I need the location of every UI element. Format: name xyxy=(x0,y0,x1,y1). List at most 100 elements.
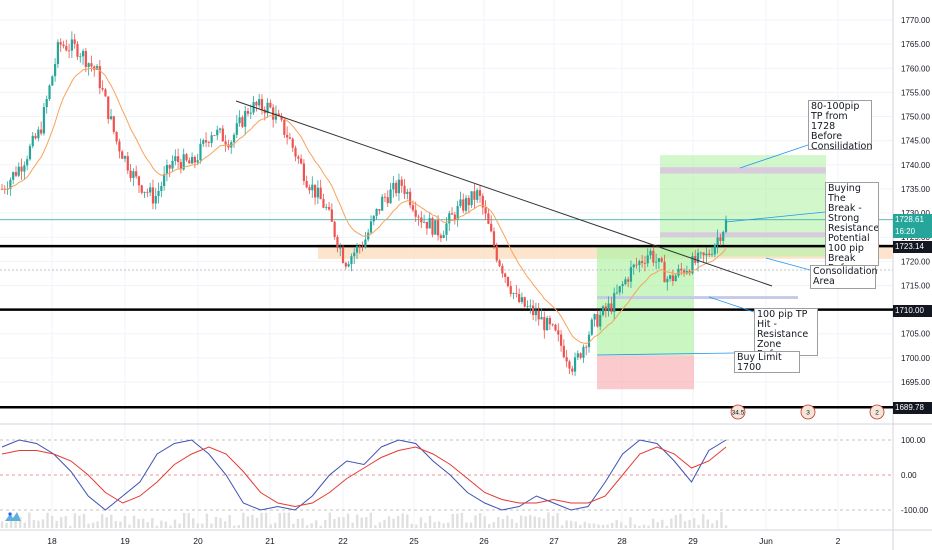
note-buying-break[interactable]: Buying The Break - Strong Resistance. Po… xyxy=(825,182,879,266)
candle-body xyxy=(288,137,292,139)
candle-body xyxy=(540,317,543,320)
volume-bar xyxy=(715,520,719,528)
candle-body xyxy=(224,141,227,145)
candle-body xyxy=(140,185,143,193)
zone-purple-upper xyxy=(660,167,826,174)
volume-bar xyxy=(78,515,81,528)
candle-body xyxy=(716,237,719,246)
volume-bar xyxy=(702,514,705,528)
candle-body xyxy=(358,246,361,248)
volume-bar xyxy=(529,515,532,528)
candle-body xyxy=(506,276,510,287)
candle-body xyxy=(409,191,412,206)
zone-lavender-line xyxy=(597,296,798,299)
candle-body xyxy=(350,256,353,265)
candle-body xyxy=(710,254,714,256)
candle-body xyxy=(613,293,616,312)
candle-body xyxy=(666,278,669,283)
volume-bar xyxy=(242,512,245,528)
volume-bar xyxy=(223,521,227,528)
volume-bar xyxy=(37,520,40,528)
candle-body xyxy=(464,198,468,211)
time-tick-label: 26 xyxy=(479,536,489,546)
candle-body xyxy=(643,262,647,264)
candle-body xyxy=(353,252,356,257)
candle-body xyxy=(238,117,241,124)
volume-bar xyxy=(661,519,664,528)
volume-bar xyxy=(538,517,541,528)
volume-bar xyxy=(469,522,473,528)
volume-bar xyxy=(146,522,149,528)
candle-body xyxy=(450,213,454,215)
candle-body xyxy=(28,146,32,160)
trendline xyxy=(235,100,773,287)
candle-body xyxy=(325,207,328,208)
candle-body xyxy=(269,102,272,108)
candle-body xyxy=(160,185,163,191)
volume-bar xyxy=(278,512,281,528)
price-tick-label: 1740.00 xyxy=(901,161,930,170)
candle-body xyxy=(624,279,627,285)
volume-bar xyxy=(706,519,709,528)
volume-bar xyxy=(123,515,127,528)
volume-bar xyxy=(488,524,491,528)
candle-body xyxy=(294,147,297,157)
candle-body xyxy=(554,324,557,331)
note-consolidation[interactable]: Consolidation Area xyxy=(810,265,878,289)
tradingview-logo-icon xyxy=(5,512,21,521)
candle-body xyxy=(339,247,342,249)
volume-bar xyxy=(0,521,4,528)
volume-bar xyxy=(169,525,172,528)
volume-bar xyxy=(305,525,309,528)
time-tick-label: Jun xyxy=(759,536,773,546)
candle-body xyxy=(615,292,619,294)
volume-bar xyxy=(396,516,400,528)
time-tick-label: 27 xyxy=(549,536,559,546)
candle-body xyxy=(9,179,12,189)
volume-bar xyxy=(665,525,669,528)
candle-body xyxy=(291,138,294,148)
volume-bar xyxy=(533,516,536,528)
candle-body xyxy=(448,213,451,224)
volume-bar xyxy=(547,512,550,528)
candle-body xyxy=(17,166,20,176)
candle-body xyxy=(478,190,482,196)
volume-bar xyxy=(19,516,22,528)
candle-body xyxy=(680,268,683,271)
candle-body xyxy=(638,261,641,266)
volume-bar xyxy=(274,522,277,528)
descending-trendline xyxy=(235,100,773,287)
candle-body xyxy=(677,268,680,276)
note-tp-100-hit[interactable]: 100 pip TP Hit - Resistance Zone Before … xyxy=(754,308,818,370)
note-tp-80-100[interactable]: 80-100pip TP from 1728 Before Consilidat… xyxy=(808,100,872,152)
candle-body xyxy=(476,190,479,200)
candle-body xyxy=(515,293,518,295)
volume-bar xyxy=(41,519,45,528)
candle-body xyxy=(573,357,577,372)
candle-body xyxy=(109,116,113,120)
candle-body xyxy=(565,357,568,362)
price-tick-label: 1760.00 xyxy=(901,64,930,73)
volume-bar xyxy=(506,515,509,528)
candle-body xyxy=(523,297,526,307)
candle-body xyxy=(137,176,141,186)
volume-bar xyxy=(374,525,377,528)
candle-body xyxy=(632,264,635,268)
volume-bar xyxy=(105,517,108,528)
volume-bar xyxy=(369,512,373,528)
annotation-arrow xyxy=(739,144,809,169)
candle-body xyxy=(629,267,633,282)
candle-body xyxy=(481,195,484,208)
candle-body xyxy=(37,129,40,139)
volume-bar xyxy=(283,512,286,528)
note-buy-1700[interactable]: Buy Limit 1700 xyxy=(734,351,800,373)
candle-body xyxy=(395,182,398,194)
annotation-arrow xyxy=(725,211,826,223)
candle-body xyxy=(657,258,661,262)
candle-body xyxy=(56,42,60,65)
candle-body xyxy=(174,156,177,161)
candle-body xyxy=(607,303,610,311)
candle-body xyxy=(143,191,146,193)
candle-body xyxy=(185,154,188,161)
